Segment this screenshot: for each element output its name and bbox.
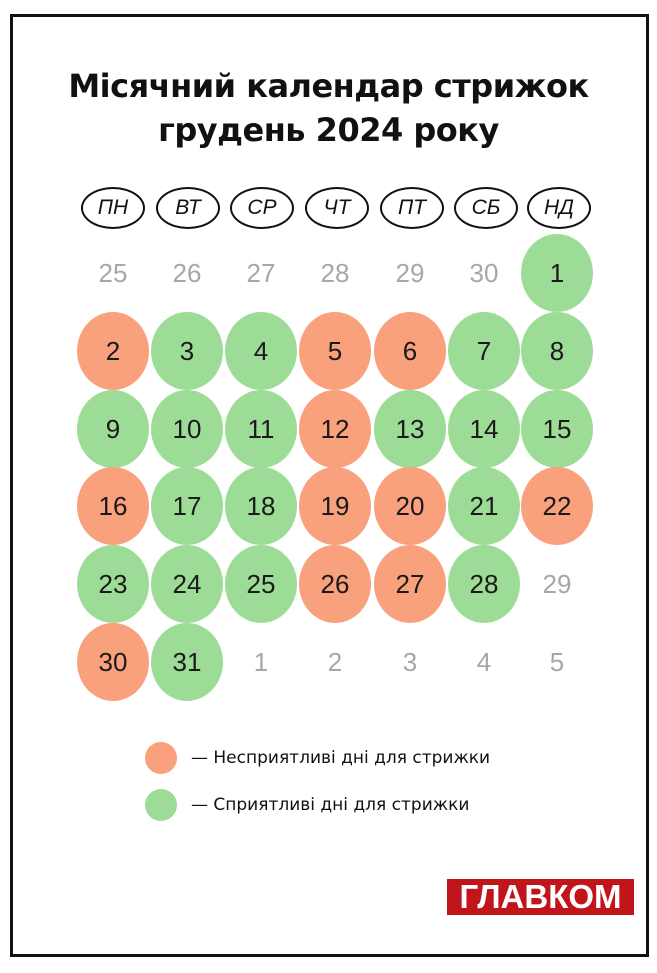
- calendar-day-unfavorable: 12: [299, 390, 371, 468]
- calendar-day-unfavorable: 30: [77, 623, 149, 701]
- calendar-day-favorable: 4: [225, 312, 297, 390]
- calendar-day-favorable: 15: [521, 390, 593, 468]
- calendar-day-unfavorable: 19: [299, 467, 371, 545]
- calendar-day-outside-month: 26: [172, 257, 202, 288]
- glavcom-logo: ГЛАВКОМ: [447, 878, 634, 915]
- weekday-sat: СБ: [454, 187, 518, 229]
- unfavorable-dot-icon: [145, 742, 177, 774]
- calendar-day-unfavorable: 22: [521, 467, 593, 545]
- weekday-sun: НД: [527, 187, 591, 229]
- calendar-day-outside-month: 25: [98, 257, 128, 288]
- title-line-2: грудень 2024 року: [158, 111, 499, 149]
- calendar-day-unfavorable: 6: [374, 312, 446, 390]
- calendar-day-outside-month: 27: [246, 257, 276, 288]
- calendar-day-favorable: 10: [151, 390, 223, 468]
- calendar-day-favorable: 21: [448, 467, 520, 545]
- calendar-day-outside-month: 4: [476, 646, 492, 677]
- calendar-day-favorable: 23: [77, 545, 149, 623]
- weekday-wed: СР: [230, 187, 294, 229]
- calendar-day-outside-month: 29: [395, 257, 425, 288]
- logo-text: ГЛАВКОМ: [459, 878, 622, 915]
- calendar-day-favorable: 31: [151, 623, 223, 701]
- calendar-day-favorable: 3: [151, 312, 223, 390]
- calendar-day-outside-month: 28: [320, 257, 350, 288]
- calendar-day-outside-month: 3: [402, 646, 418, 677]
- legend-favorable-label: — Сприятливі дні для стрижки: [191, 795, 470, 815]
- weekday-tue: ВТ: [156, 187, 220, 229]
- calendar-day-favorable: 13: [374, 390, 446, 468]
- calendar-day-outside-month: 5: [549, 646, 565, 677]
- calendar-day-favorable: 28: [448, 545, 520, 623]
- calendar-day-favorable: 18: [225, 467, 297, 545]
- calendar-day-outside-month: 1: [253, 646, 269, 677]
- title-line-1: Місячний календар стрижок: [68, 67, 589, 105]
- favorable-dot-icon: [145, 789, 177, 821]
- calendar-day-favorable: 25: [225, 545, 297, 623]
- weekday-fri: ПТ: [380, 187, 444, 229]
- calendar-day-outside-month: 29: [542, 568, 572, 599]
- legend-favorable: — Сприятливі дні для стрижки: [145, 788, 469, 822]
- calendar-day-outside-month: 2: [327, 646, 343, 677]
- weekday-mon: ПН: [81, 187, 145, 229]
- legend-unfavorable: — Несприятливі дні для стрижки: [145, 741, 490, 775]
- calendar-day-favorable: 1: [521, 234, 593, 312]
- calendar-day-favorable: 7: [448, 312, 520, 390]
- calendar-day-favorable: 9: [77, 390, 149, 468]
- legend-unfavorable-label: — Несприятливі дні для стрижки: [191, 748, 491, 768]
- calendar-day-favorable: 11: [225, 390, 297, 468]
- calendar-day-unfavorable: 26: [299, 545, 371, 623]
- calendar-day-unfavorable: 2: [77, 312, 149, 390]
- calendar-day-favorable: 8: [521, 312, 593, 390]
- calendar-day-favorable: 24: [151, 545, 223, 623]
- weekday-thu: ЧТ: [305, 187, 369, 229]
- calendar-day-unfavorable: 16: [77, 467, 149, 545]
- calendar-day-favorable: 14: [448, 390, 520, 468]
- calendar-day-unfavorable: 5: [299, 312, 371, 390]
- page-title: Місячний календар стрижок грудень 2024 р…: [0, 64, 657, 152]
- calendar-day-outside-month: 30: [469, 257, 499, 288]
- calendar-day-unfavorable: 20: [374, 467, 446, 545]
- calendar-day-unfavorable: 27: [374, 545, 446, 623]
- calendar-day-favorable: 17: [151, 467, 223, 545]
